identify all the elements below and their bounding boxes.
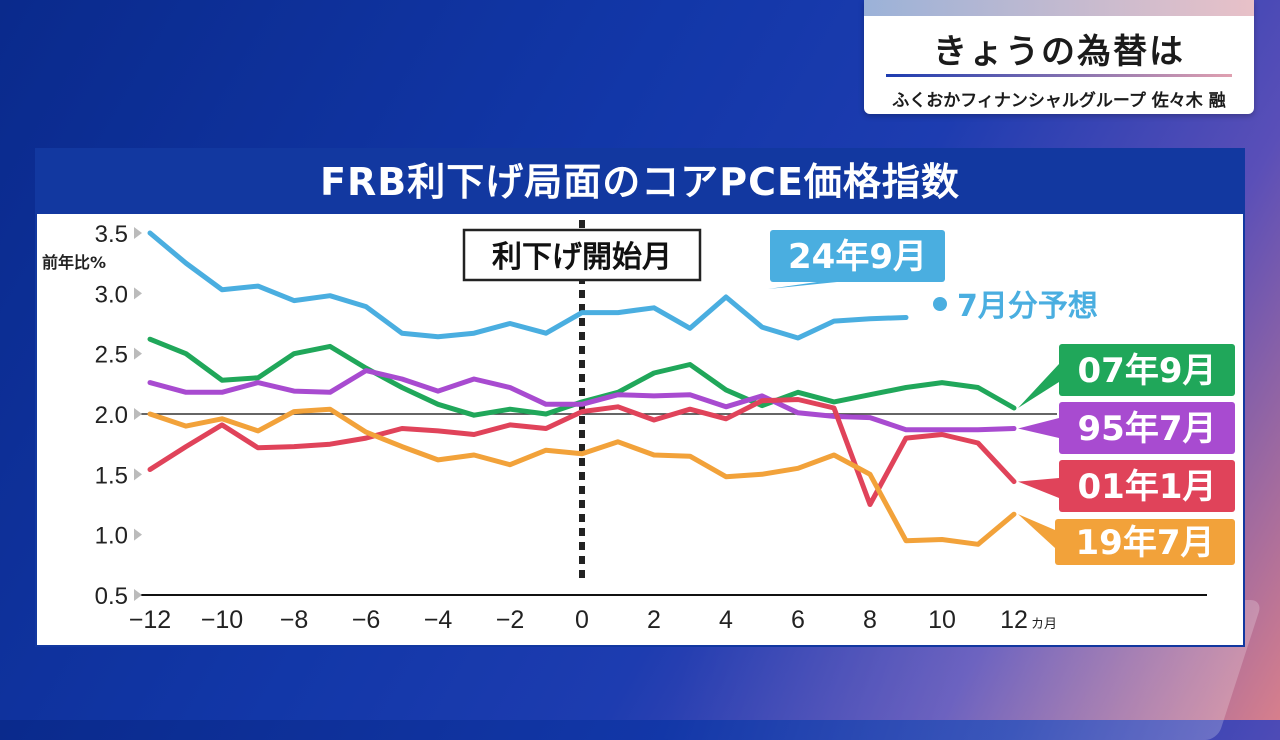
x-tick-label: 2 <box>647 606 661 634</box>
x-tick-label: −10 <box>201 606 243 634</box>
chart-panel: FRB利下げ局面のコアPCE価格指数 0.5 1.0 1.5 2.0 2.5 3.0 3.5… <box>35 148 1245 647</box>
series-line <box>147 230 909 341</box>
line-chart: 0.5 1.0 1.5 2.0 2.5 3.0 3.5 前年比% −12 −10 −8 −6 −4 −2 0… <box>42 220 1235 634</box>
x-tick-label: 6 <box>791 606 805 634</box>
series-95-callout-box <box>1059 402 1235 454</box>
series-line <box>147 397 1017 507</box>
y-tick-label: 0.5 <box>95 583 128 610</box>
y-tick-marker <box>134 468 142 481</box>
series-01-callout-box <box>1059 460 1235 512</box>
x-tick-label: 4 <box>719 606 733 634</box>
series-19-callout-label: 19年7月 <box>1076 523 1215 563</box>
y-tick-label: 1.0 <box>95 523 128 550</box>
y-tick-marker <box>134 528 142 541</box>
segment-divider <box>886 74 1232 77</box>
x-tick-label: −8 <box>280 606 309 634</box>
segment-title-card: きょうの為替は ふくおかフィナンシャルグループ 佐々木 融 <box>864 0 1254 114</box>
series-07-callout-label: 07年9月 <box>1078 351 1217 391</box>
series-19-callout-box <box>1055 519 1235 565</box>
y-tick-marker <box>134 347 142 360</box>
series-01-callout-tail <box>1018 478 1059 498</box>
series-24-callout-tail <box>768 282 837 289</box>
x-tick-label: −2 <box>496 606 525 634</box>
series-07-callout-box <box>1059 344 1235 396</box>
y-tick-marker <box>134 227 142 239</box>
y-tick-label: 2.0 <box>95 402 128 429</box>
y-tick-marker <box>134 589 142 601</box>
y-axis-label: 前年比% <box>42 253 106 272</box>
series-line <box>147 368 1017 433</box>
rate-cut-start-label: 利下げ開始月 <box>492 240 672 275</box>
series-95-callout-label: 95年7月 <box>1078 409 1217 449</box>
rate-cut-start-box <box>462 228 702 282</box>
forecast-dot <box>933 297 947 311</box>
chart-title: FRB利下げ局面のコアPCE価格指数 <box>37 150 1243 214</box>
series-line <box>147 406 1017 547</box>
x-tick-label: 0 <box>575 606 589 634</box>
x-axis-unit: カ月 <box>1031 617 1057 632</box>
segment-card-topbar <box>864 0 1254 16</box>
y-tick-label: 3.5 <box>95 221 128 248</box>
x-tick-label: 10 <box>928 606 956 634</box>
x-tick-label: −6 <box>352 606 381 634</box>
y-tick-label: 2.5 <box>95 342 128 369</box>
x-tick-label: −12 <box>129 606 171 634</box>
y-tick-marker <box>134 287 142 300</box>
y-tick-label: 1.5 <box>95 462 128 489</box>
y-tick-marker <box>134 408 142 420</box>
forecast-label: 7月分予想 <box>957 289 1098 324</box>
segment-subtitle: ふくおかフィナンシャルグループ 佐々木 融 <box>892 91 1226 111</box>
x-tick-label: 8 <box>863 606 877 634</box>
segment-title: きょうの為替は <box>933 32 1185 72</box>
series-24-callout-box <box>770 230 945 282</box>
series-07-callout-tail <box>1018 364 1059 408</box>
x-tick-label: −4 <box>424 606 453 634</box>
y-tick-label: 3.0 <box>95 281 128 308</box>
series-24-callout-label: 24年9月 <box>788 237 927 277</box>
series-19-callout-tail <box>1018 514 1055 548</box>
series-01-callout-label: 01年1月 <box>1078 467 1217 507</box>
series-95-callout-tail <box>1018 418 1059 438</box>
x-tick-label: 12 <box>1000 606 1028 634</box>
